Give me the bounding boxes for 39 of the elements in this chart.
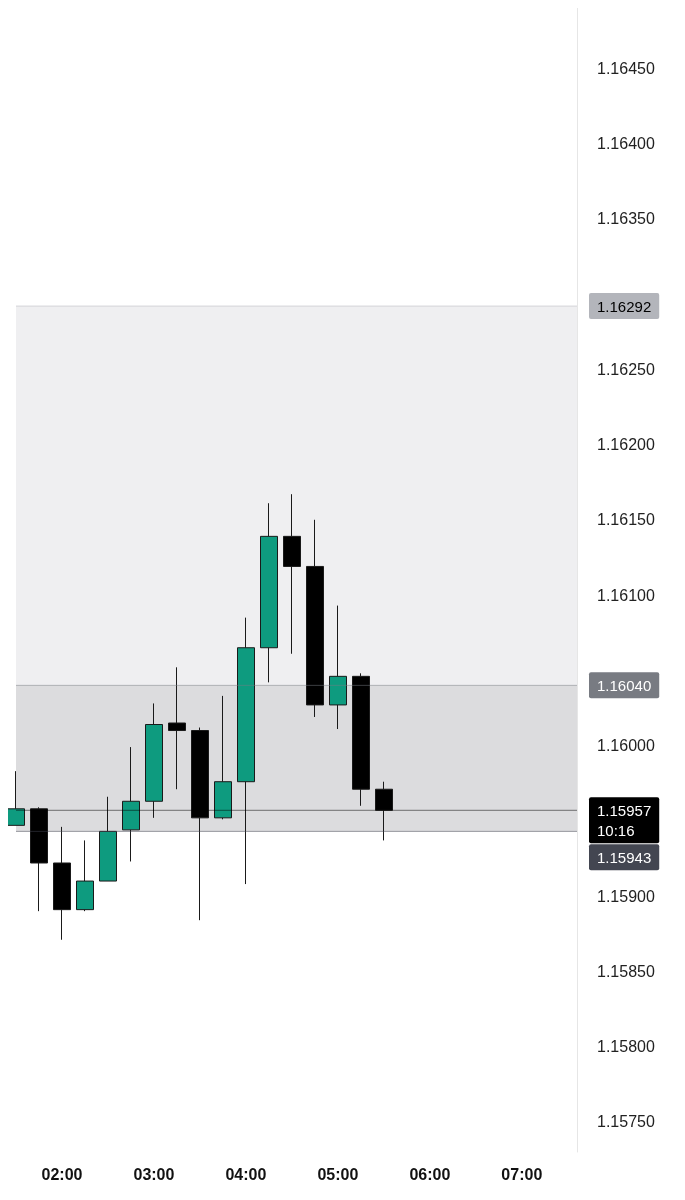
ref-line-label: 1.16040	[597, 676, 652, 694]
y-tick-label: 1.16400	[597, 134, 655, 152]
y-tick-label: 1.15900	[597, 887, 655, 905]
candlestick	[99, 796, 117, 882]
candlestick	[237, 617, 255, 885]
y-tick-label: 1.16250	[597, 360, 655, 378]
y-tick-label: 1.15750	[597, 1113, 655, 1131]
y-tick-label: 1.16350	[597, 210, 655, 228]
ref-line-label: 1.15943	[597, 848, 652, 866]
candlestick	[145, 702, 163, 819]
candlestick	[8, 770, 25, 826]
candlestick	[260, 502, 278, 683]
candlestick	[329, 605, 347, 730]
x-tick-label: 06:00	[409, 1165, 451, 1183]
candlestick	[53, 826, 71, 941]
x-tick-label: 07:00	[501, 1165, 543, 1183]
candlestick	[76, 839, 94, 912]
y-tick-label: 1.16450	[597, 59, 655, 77]
y-tick-label: 1.15800	[597, 1038, 655, 1056]
candlestick	[191, 727, 209, 921]
x-tick-label: 05:00	[317, 1165, 359, 1183]
y-tick-label: 1.16150	[597, 511, 655, 529]
candlestick	[30, 806, 48, 912]
x-tick-label: 02:00	[41, 1165, 83, 1183]
candlestick	[214, 695, 232, 820]
y-tick-label: 1.16200	[597, 436, 655, 454]
y-tick-label: 1.15850	[597, 962, 655, 980]
ref-line-label: 1.16292	[597, 297, 652, 315]
y-tick-label: 1.16100	[597, 586, 655, 604]
x-tick-label: 04:00	[225, 1165, 267, 1183]
candlestick	[283, 493, 301, 655]
candlestick	[352, 672, 370, 807]
candlestick	[306, 519, 324, 718]
ref-line-label: 1.15957 10:16	[597, 801, 652, 839]
candlestick	[375, 781, 393, 841]
candlestick	[122, 746, 140, 862]
y-tick-label: 1.16000	[597, 737, 655, 755]
candlestick	[168, 666, 186, 790]
x-tick-label: 03:00	[133, 1165, 175, 1183]
